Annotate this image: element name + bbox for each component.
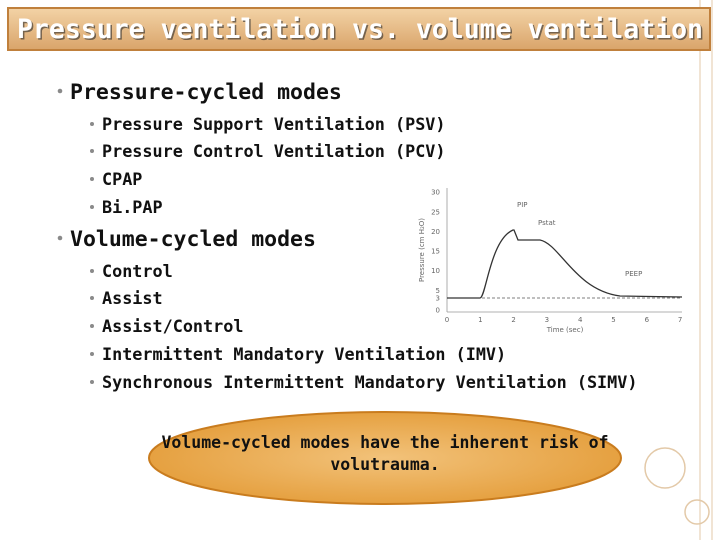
figure-y-tick: 0 — [436, 307, 440, 315]
title-bar — [7, 7, 711, 51]
list-item: Control — [102, 261, 173, 281]
decor-circle — [684, 499, 710, 525]
figure-y-tick: 3 — [436, 295, 440, 303]
bullet — [90, 380, 94, 384]
bullet — [90, 149, 94, 153]
figure-annotation: PEEP — [625, 270, 642, 278]
bullet — [90, 205, 94, 209]
bullet — [90, 352, 94, 356]
figure-y-label: Pressure (cm H₂O) — [418, 218, 426, 282]
list-item: Bi.PAP — [102, 197, 163, 217]
callout-text: volutrauma. — [330, 455, 439, 474]
list-item: Assist/Control — [102, 316, 243, 336]
figure-x-tick: 1 — [478, 316, 482, 324]
decor-circle — [644, 447, 686, 489]
title: Pressure ventilation vs. volume ventilat… — [17, 14, 703, 45]
bullet — [90, 122, 94, 126]
figure-x-tick: 0 — [445, 316, 449, 324]
figure-annotation: Pstat — [538, 219, 556, 227]
bullet — [57, 88, 63, 94]
callout-oval — [148, 411, 622, 505]
list-item: Intermittent Mandatory Ventilation (IMV) — [102, 344, 506, 364]
figure-y-tick: 15 — [431, 248, 440, 256]
list-item: CPAP — [102, 169, 142, 189]
figure-x-tick: 5 — [611, 316, 615, 324]
figure-x-tick: 3 — [545, 316, 549, 324]
figure-bg — [410, 180, 690, 342]
figure-x-tick: 6 — [645, 316, 650, 324]
figure-x-tick: 4 — [578, 316, 583, 324]
section-heading: Volume-cycled modes — [70, 227, 316, 252]
figure-y-tick: 20 — [431, 228, 440, 236]
figure-x-tick: 2 — [511, 316, 515, 324]
figure-y-tick: 10 — [431, 267, 440, 275]
figure-y-tick: 25 — [431, 208, 440, 216]
bullet — [90, 296, 94, 300]
list-item: Pressure Control Ventilation (PCV) — [102, 141, 446, 161]
bullet — [90, 324, 94, 328]
list-item: Assist — [102, 288, 163, 308]
figure-annotation: PIP — [517, 201, 528, 209]
figure-x-label: Time (sec) — [546, 326, 584, 334]
list-item: Pressure Support Ventilation (PSV) — [102, 114, 446, 134]
figure-y-tick: 30 — [431, 189, 440, 197]
figure-x-tick: 7 — [678, 316, 682, 324]
section-heading: Pressure-cycled modes — [70, 80, 342, 105]
pressure-curve — [447, 229, 683, 299]
list-item: Synchronous Intermittent Mandatory Venti… — [102, 372, 637, 392]
bullet — [57, 235, 63, 241]
callout-text: Volume-cycled modes have the inherent ri… — [161, 433, 608, 452]
bullet — [90, 177, 94, 181]
bullet — [90, 269, 94, 273]
figure-y-tick: 5 — [436, 287, 440, 295]
title-shadow: Pressure ventilation vs. volume ventilat… — [18, 16, 704, 47]
